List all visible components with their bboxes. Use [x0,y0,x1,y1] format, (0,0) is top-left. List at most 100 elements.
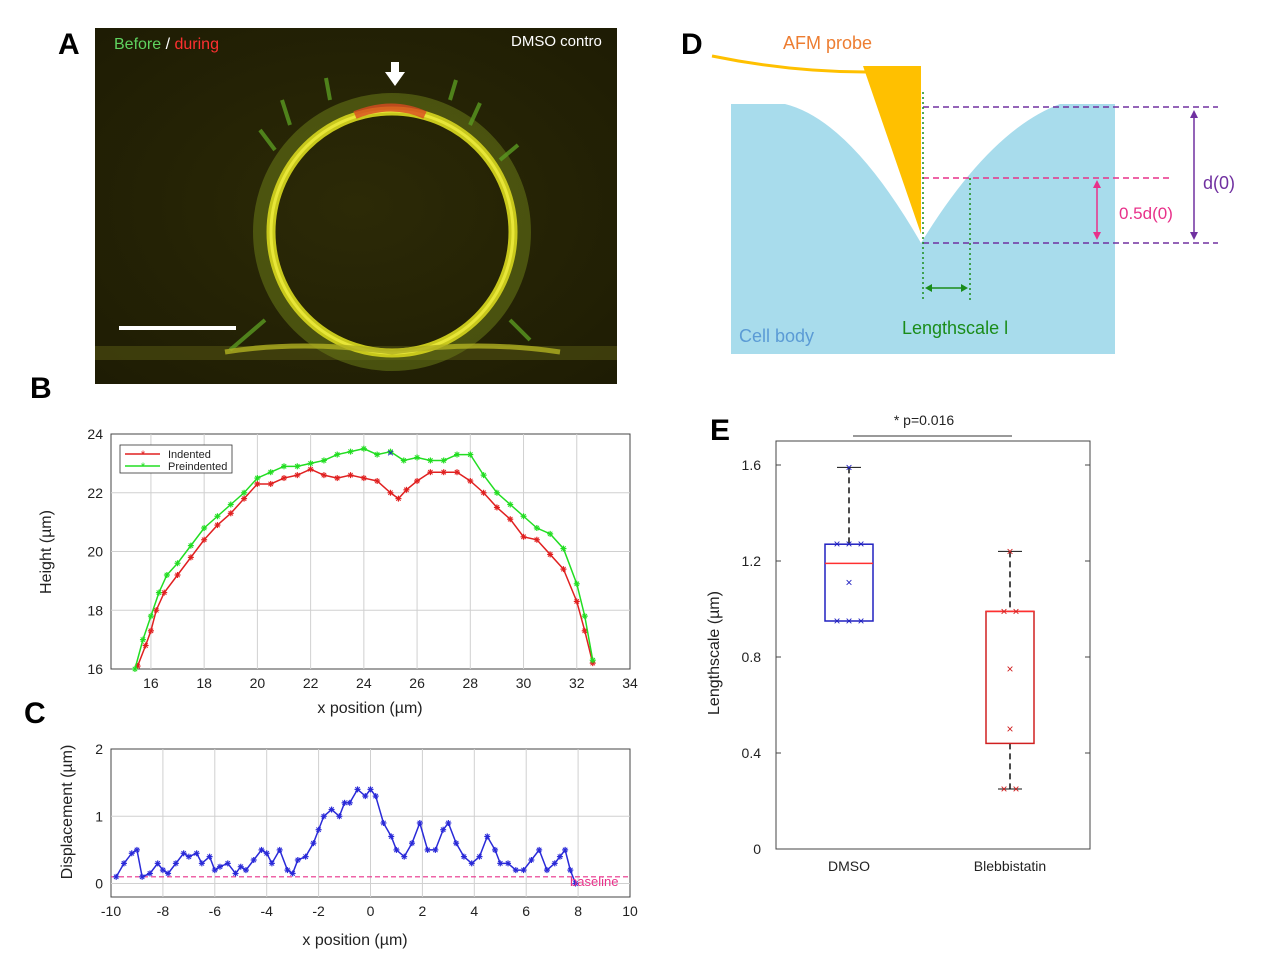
data-point-d2 [469,860,475,866]
chart-c-series [113,786,579,887]
data-point [453,840,460,847]
data-point-d2 [308,460,314,466]
data-point-d2 [574,598,580,604]
data-point-d2 [547,531,553,537]
data-point-d2 [373,793,379,799]
data-point [346,799,353,806]
data-point [454,451,460,458]
data-point [147,627,154,634]
data-point [174,572,181,578]
chart-b-xlabel: x position (µm) [317,700,422,717]
legend-before-during: Before / during [114,36,219,53]
data-point [468,860,475,867]
data-point [289,870,296,877]
data-point [400,457,407,464]
data-point [505,860,512,867]
data-point [161,589,168,596]
data-point-d2 [520,534,527,540]
box-dmso: × × × × × × × × [824,460,874,628]
data-point-d2 [484,833,490,840]
data-point-d2 [347,800,353,806]
data-point-d2 [268,469,274,475]
data-point [427,469,434,476]
data-point-d2 [374,452,380,458]
data-point-d2 [243,867,249,873]
data-point [139,873,146,880]
data-point [216,863,223,870]
data-point-d2 [409,840,415,846]
chart-b-ylabel: Height (µm) [38,510,55,594]
data-point [224,860,231,867]
data-point-d2 [161,590,167,596]
y-tick-label: 0.8 [742,649,762,665]
data-point-d2 [401,457,407,463]
data-point [354,786,361,793]
data-point-d2 [321,457,327,463]
data-point-d2 [334,475,340,481]
data-point [427,457,434,464]
data-point [341,799,348,806]
data-point [307,460,314,467]
data-point [146,870,153,877]
data-point-d2 [336,813,342,819]
data-point: × [845,537,852,551]
data-point-d2 [497,860,503,866]
data-point-d2 [440,827,446,833]
data-point [507,516,514,523]
data-point [320,472,327,479]
data-point-d2 [194,850,200,856]
data-point-d2 [380,820,387,826]
data-point-d2 [188,543,194,549]
data-point [206,853,213,860]
data-point [440,457,447,464]
data-point-d2 [201,537,207,543]
data-point [520,533,527,540]
data-point [409,840,416,847]
data-point [393,846,400,853]
y-tick-label: 16 [87,661,103,677]
data-point [201,536,208,543]
data-point-d2 [121,860,127,866]
d0-label: d(0) [1203,173,1235,193]
y-tick-label: 24 [87,426,103,442]
data-point-d2 [414,454,420,461]
data-point-d2 [164,572,170,578]
data-point [497,860,504,867]
legend-preindented-label: Preindented [168,461,227,473]
data-point: × [1006,662,1013,676]
data-point-d2 [321,813,327,819]
data-point-d2 [268,481,274,487]
data-point [374,451,381,458]
data-point [214,513,221,520]
data-point [254,475,261,482]
data-point [362,793,369,800]
data-point [460,853,467,860]
data-point-d2 [560,546,567,552]
data-point: × [833,614,840,628]
data-point-d2 [129,850,135,856]
data-point [467,478,474,484]
probe-cantilever [711,54,867,74]
x-tick-label: DMSO [828,858,870,874]
data-point [560,545,567,552]
data-point-d2 [361,446,367,452]
data-point-d2 [552,860,558,866]
half-d0-arrow-head-bottom [1093,232,1101,240]
panel-letter-d: D [681,28,703,61]
indentation-red-patch [353,103,427,119]
data-point-d2 [572,880,579,887]
data-point-d2 [254,481,260,487]
data-point-d2 [388,833,394,840]
data-point-d2 [393,847,400,853]
data-point [484,833,491,840]
data-point-d2 [513,867,519,873]
chart-c-xlabel: x position (µm) [302,932,407,949]
data-point-d2 [228,501,234,508]
data-point [395,495,402,502]
data-point [360,475,367,482]
data-point [560,566,567,573]
data-point-d2 [238,864,244,870]
data-point-d2 [534,525,540,531]
y-tick-label: 2 [95,741,103,757]
